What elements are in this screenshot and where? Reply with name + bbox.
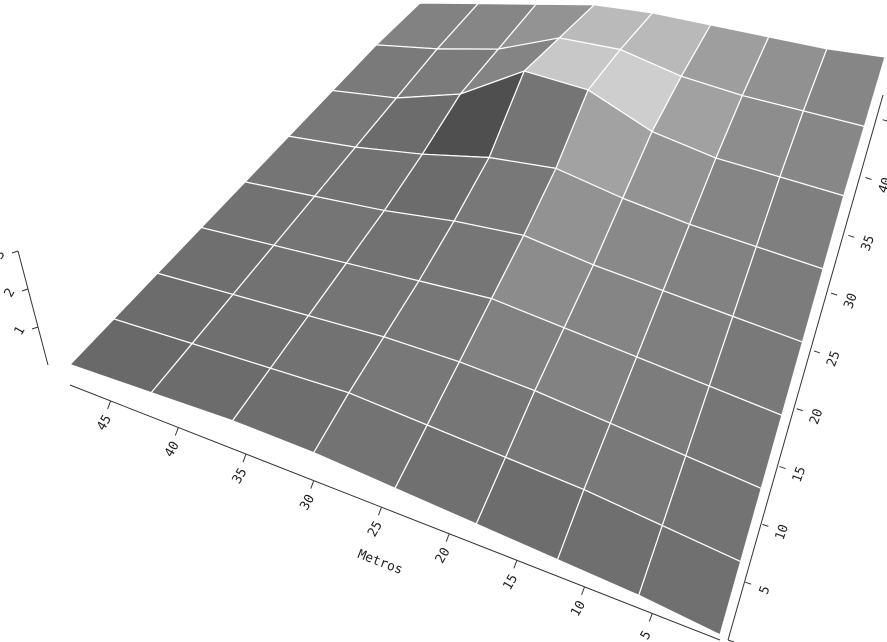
y-tick-label: 10 bbox=[773, 522, 792, 542]
y-tick bbox=[848, 235, 854, 237]
y-tick bbox=[814, 351, 820, 353]
z-tick-label: 1 bbox=[12, 324, 29, 338]
y-tick bbox=[866, 178, 872, 180]
y-tick-label: 15 bbox=[790, 465, 809, 485]
y-tick-label: 40 bbox=[876, 176, 887, 196]
x-tick bbox=[175, 428, 178, 436]
x-tick-label: 10 bbox=[568, 598, 589, 619]
x-tick bbox=[243, 454, 246, 462]
x-tick bbox=[582, 587, 585, 595]
y-tick bbox=[797, 409, 803, 411]
x-tick bbox=[378, 507, 381, 515]
z-tick bbox=[22, 289, 28, 291]
x-tick bbox=[514, 560, 517, 568]
x-tick-label: 40 bbox=[162, 439, 183, 460]
x-tick bbox=[446, 534, 449, 542]
x-tick-label: 30 bbox=[297, 492, 318, 513]
x-tick bbox=[649, 613, 652, 621]
y-tick-label: 30 bbox=[841, 291, 860, 311]
y-tick-label: 35 bbox=[859, 233, 878, 253]
y-tick-label: 25 bbox=[824, 349, 843, 369]
x-tick-label: 45 bbox=[94, 412, 115, 433]
y-tick bbox=[780, 467, 786, 469]
x-tick-label: 15 bbox=[500, 572, 521, 593]
y-tick-label: 5 bbox=[757, 584, 774, 596]
x-tick bbox=[311, 481, 314, 489]
x-tick-label: 20 bbox=[433, 545, 454, 566]
x-tick-label: 35 bbox=[230, 466, 251, 487]
z-tick-label: 2 bbox=[2, 286, 19, 300]
x-tick bbox=[108, 401, 111, 409]
x-axis-label: Metros bbox=[355, 547, 404, 578]
x-tick-label: 5 bbox=[638, 628, 655, 642]
y-tick-label: 20 bbox=[807, 407, 826, 427]
chart: 51015202530354045Metros05101520253035404… bbox=[0, 0, 887, 642]
z-tick bbox=[12, 251, 18, 253]
z-tick-label: 3 bbox=[0, 248, 8, 262]
y-tick bbox=[745, 582, 751, 584]
z-axis bbox=[18, 251, 48, 365]
y-tick bbox=[762, 524, 768, 526]
z-tick bbox=[32, 327, 38, 329]
y-tick bbox=[831, 293, 837, 295]
y-tick bbox=[883, 120, 887, 122]
x-tick-label: 25 bbox=[365, 519, 386, 540]
